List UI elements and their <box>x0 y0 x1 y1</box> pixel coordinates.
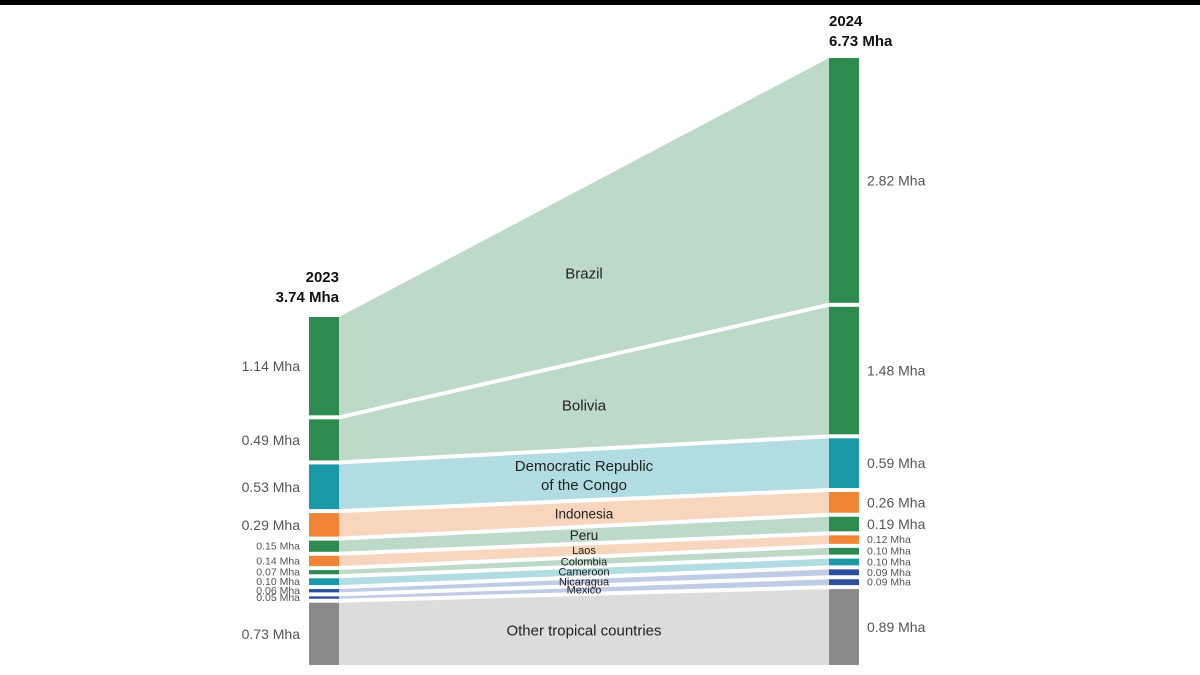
value-label-2023-colombia: 0.07 Mha <box>256 567 300 579</box>
value-label-2024-nicaragua: 0.09 Mha <box>867 567 911 579</box>
bar-2023-mexico <box>309 596 339 599</box>
country-label-bolivia: Bolivia <box>562 397 607 414</box>
bar-2024-cameroon <box>829 558 859 566</box>
value-label-2024-brazil: 2.82 Mha <box>867 172 926 188</box>
country-label-brazil: Brazil <box>565 266 603 283</box>
country-label-laos: Laos <box>572 545 596 557</box>
value-label-2023-peru: 0.15 Mha <box>256 541 300 553</box>
bar-2024-other-tropical-countries <box>829 589 859 665</box>
bar-2023-colombia <box>309 570 339 575</box>
flow-band-brazil <box>339 58 829 416</box>
bar-2024-peru <box>829 516 859 532</box>
flow-bands <box>339 58 829 665</box>
flow-band-democratic-republic-of-the-congo <box>339 438 829 510</box>
bar-2024-indonesia <box>829 491 859 513</box>
value-label-2023-nicaragua: 0.06 Mha <box>256 585 300 597</box>
flow-band-nicaragua <box>339 569 829 593</box>
value-label-2023-indonesia: 0.29 Mha <box>242 517 301 533</box>
country-label-indonesia: Indonesia <box>555 506 614 521</box>
flow-band-peru <box>339 516 829 552</box>
flow-band-cameroon <box>339 558 829 586</box>
bar-2023-other-tropical-countries <box>309 602 339 665</box>
country-label-mexico: Mexico <box>567 585 602 597</box>
node-bars <box>309 58 859 665</box>
value-label-2024-bolivia: 1.48 Mha <box>867 363 926 379</box>
bar-2023-bolivia <box>309 419 339 461</box>
column-headers: 2023 3.74 Mha 2024 6.73 Mha <box>276 13 893 306</box>
bar-2023-peru <box>309 540 339 552</box>
bar-2023-laos <box>309 555 339 567</box>
top-border <box>0 0 1200 5</box>
bar-2023-indonesia <box>309 513 339 537</box>
flow-band-colombia <box>339 547 829 575</box>
total-2023-label: 3.74 Mha <box>276 289 340 306</box>
bar-2024-brazil <box>829 58 859 303</box>
country-label-cameroon: Cameroon <box>558 567 609 579</box>
value-label-2023-laos: 0.14 Mha <box>256 555 300 567</box>
value-label-2023-brazil: 1.14 Mha <box>242 358 301 374</box>
value-label-2023-bolivia: 0.49 Mha <box>242 432 301 448</box>
value-label-2024-indonesia: 0.26 Mha <box>867 494 926 510</box>
value-label-2024-mexico: 0.09 Mha <box>867 577 911 589</box>
value-label-2024-peru: 0.19 Mha <box>867 516 926 532</box>
year-2024-label: 2024 <box>829 13 863 30</box>
country-label-democratic-republic-of-the-congo: Democratic Republic of the Congo <box>515 458 654 494</box>
bar-2024-nicaragua <box>829 569 859 576</box>
bar-2024-laos <box>829 535 859 544</box>
country-label-nicaragua: Nicaragua <box>559 576 610 588</box>
flow-band-laos <box>339 535 829 567</box>
value-label-2023-mexico: 0.05 Mha <box>256 592 300 604</box>
flow-band-other-tropical-countries <box>339 589 829 665</box>
flow-band-bolivia <box>339 306 829 461</box>
value-label-2024-other-tropical-countries: 0.89 Mha <box>867 619 926 635</box>
flow-band-indonesia <box>339 491 829 537</box>
bar-2023-nicaragua <box>309 589 339 593</box>
country-label-other-tropical-countries: Other tropical countries <box>506 623 661 640</box>
bar-2023-brazil <box>309 317 339 416</box>
value-labels: 1.14 Mha 2.82 Mha 0.49 Mha 1.48 Mha 0.53 Mha… <box>242 172 926 641</box>
bar-2024-bolivia <box>829 306 859 435</box>
bar-2024-democratic-republic-of-the-congo <box>829 438 859 488</box>
total-2024-label: 6.73 Mha <box>829 33 893 50</box>
value-label-2024-laos: 0.12 Mha <box>867 534 911 546</box>
bar-2024-colombia <box>829 547 859 555</box>
value-label-2024-cameroon: 0.10 Mha <box>867 556 911 568</box>
flow-band-mexico <box>339 579 829 599</box>
bar-2023-democratic-republic-of-the-congo <box>309 464 339 510</box>
country-label-colombia: Colombia <box>561 557 608 569</box>
year-2023-label: 2023 <box>306 269 339 286</box>
value-label-2023-other-tropical-countries: 0.73 Mha <box>242 626 301 642</box>
value-label-2024-colombia: 0.10 Mha <box>867 546 911 558</box>
country-labels: Brazil Bolivia Democratic Republic of the C… <box>506 266 661 640</box>
bar-2023-cameroon <box>309 578 339 586</box>
value-label-2023-cameroon: 0.10 Mha <box>256 576 300 588</box>
value-label-2023-democratic-republic-of-the-congo: 0.53 Mha <box>242 479 301 495</box>
bar-2024-mexico <box>829 579 859 586</box>
value-label-2024-democratic-republic-of-the-congo: 0.59 Mha <box>867 455 926 471</box>
country-label-peru: Peru <box>570 528 599 543</box>
